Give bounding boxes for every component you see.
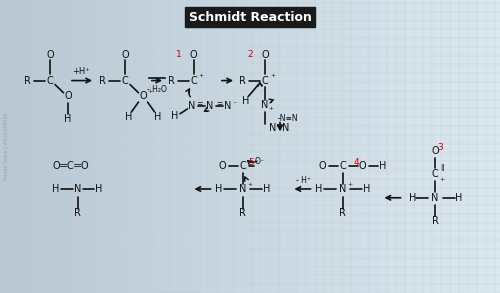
Text: R: R	[239, 76, 246, 86]
Text: 4: 4	[354, 158, 360, 167]
Text: +: +	[347, 182, 352, 187]
Text: N: N	[206, 101, 214, 111]
Text: N: N	[432, 193, 438, 203]
Text: R: R	[168, 76, 174, 86]
Text: N: N	[269, 123, 276, 133]
Text: H: H	[215, 184, 222, 194]
Text: H: H	[379, 161, 386, 171]
Text: N: N	[262, 100, 268, 110]
Text: C: C	[432, 169, 438, 179]
Text: - H₂O: - H₂O	[147, 85, 167, 94]
Text: N: N	[224, 101, 232, 111]
Text: N: N	[282, 123, 290, 133]
Text: O: O	[64, 91, 72, 101]
Text: O: O	[46, 50, 54, 60]
Text: H: H	[455, 193, 462, 203]
Text: H: H	[242, 96, 249, 106]
Text: +: +	[247, 182, 252, 187]
Text: H: H	[52, 184, 60, 194]
Text: C: C	[66, 161, 73, 171]
Text: N: N	[239, 184, 246, 194]
Text: Schmidt Reaction: Schmidt Reaction	[188, 11, 312, 24]
Text: -N≡N: -N≡N	[278, 114, 298, 123]
Text: 3: 3	[437, 144, 443, 152]
Text: +H⁺: +H⁺	[72, 67, 90, 76]
Text: O: O	[358, 161, 366, 171]
Text: R: R	[239, 208, 246, 218]
Text: R: R	[432, 216, 438, 226]
Text: -: -	[233, 100, 236, 105]
Text: H: H	[363, 184, 370, 194]
Text: H: H	[172, 111, 178, 121]
Text: +: +	[147, 89, 152, 94]
Text: O: O	[261, 50, 269, 60]
Text: O: O	[80, 161, 88, 171]
Text: H: H	[263, 184, 270, 194]
Text: C: C	[46, 76, 54, 86]
Text: O: O	[318, 161, 326, 171]
Text: +: +	[440, 177, 444, 182]
Text: R: R	[24, 76, 31, 86]
Text: N: N	[339, 184, 346, 194]
Text: R: R	[99, 76, 106, 86]
Text: R: R	[74, 208, 81, 218]
Text: R: R	[339, 208, 346, 218]
Text: ≡: ≡	[276, 122, 282, 130]
Text: N: N	[74, 184, 81, 194]
Text: 2: 2	[247, 50, 253, 59]
Text: =: =	[216, 99, 222, 108]
Text: H: H	[125, 112, 132, 122]
Text: =: =	[58, 161, 68, 171]
Text: H: H	[96, 184, 102, 194]
Text: +: +	[270, 73, 275, 78]
Text: ‖: ‖	[440, 164, 444, 171]
Text: C: C	[239, 161, 246, 171]
Text: H: H	[409, 193, 416, 203]
Text: O: O	[218, 161, 226, 171]
Text: O: O	[190, 50, 198, 60]
Text: H: H	[64, 114, 71, 124]
Text: O: O	[52, 161, 60, 171]
Text: H: H	[315, 184, 322, 194]
Text: O: O	[139, 91, 147, 101]
Text: N: N	[188, 101, 196, 111]
Text: +: +	[268, 106, 274, 111]
Text: C: C	[190, 76, 197, 86]
Text: H: H	[154, 112, 161, 122]
Text: O: O	[431, 146, 439, 156]
Text: =: =	[196, 99, 202, 108]
Text: C: C	[122, 76, 128, 86]
Text: C: C	[339, 161, 346, 171]
Text: - H⁺: - H⁺	[296, 176, 311, 185]
Text: C: C	[262, 76, 268, 86]
Text: 1: 1	[176, 50, 182, 59]
Text: O: O	[121, 50, 129, 60]
Text: =: =	[72, 161, 82, 171]
Text: O⁻: O⁻	[254, 157, 264, 166]
Text: 5: 5	[248, 158, 254, 167]
Text: Adobe Stock | #501576936: Adobe Stock | #501576936	[3, 113, 9, 180]
Text: +: +	[198, 73, 203, 78]
